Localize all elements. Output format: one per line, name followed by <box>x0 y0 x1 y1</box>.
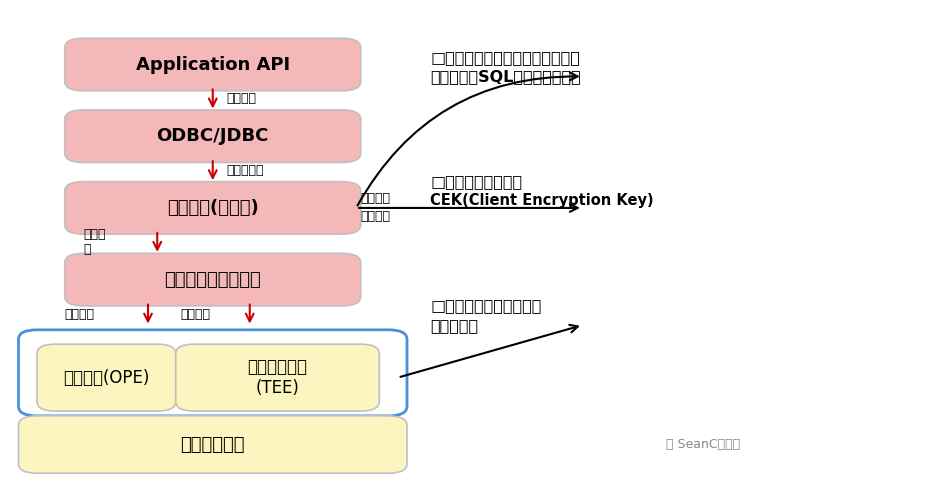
FancyBboxPatch shape <box>65 182 361 234</box>
Text: ODBC/JDBC: ODBC/JDBC <box>156 127 269 145</box>
Text: 可信通道: 可信通道 <box>361 209 390 223</box>
Text: □封装密钥管理，敏感数据加密，: □封装密钥管理，敏感数据加密， <box>430 50 580 65</box>
Text: Application API: Application API <box>136 55 290 74</box>
Text: □利用算子级隔离显著降: □利用算子级隔离显著降 <box>430 298 541 314</box>
FancyBboxPatch shape <box>18 330 407 416</box>
Text: 低安全风险: 低安全风险 <box>430 318 478 334</box>
FancyBboxPatch shape <box>65 253 361 306</box>
Text: 密文数据: 密文数据 <box>65 307 94 321</box>
Text: 加密密钥: 加密密钥 <box>361 192 390 205</box>
FancyBboxPatch shape <box>65 110 361 163</box>
FancyBboxPatch shape <box>18 416 407 473</box>
Text: 可信执行环境
(TEE): 可信执行环境 (TEE) <box>248 358 307 397</box>
Text: □基于可信通道传输: □基于可信通道传输 <box>430 174 523 189</box>
Text: 加密驱动(参与方): 加密驱动(参与方) <box>166 199 259 217</box>
Text: 保序加密(OPE): 保序加密(OPE) <box>63 369 150 387</box>
Text: 分布式数据库: 分布式数据库 <box>180 435 245 454</box>
FancyBboxPatch shape <box>176 344 379 411</box>
Text: 🌿 SeanC的田园: 🌿 SeanC的田园 <box>666 438 740 451</box>
FancyBboxPatch shape <box>37 344 176 411</box>
Text: CEK(Client Encryption Key): CEK(Client Encryption Key) <box>430 193 654 208</box>
Text: 密文数
据: 密文数 据 <box>83 228 105 256</box>
Text: 明文数据: 明文数据 <box>227 92 256 106</box>
Text: 密文数据: 密文数据 <box>180 307 210 321</box>
FancyBboxPatch shape <box>65 38 361 91</box>
Text: 解析和修改SQL语句等复杂操作: 解析和修改SQL语句等复杂操作 <box>430 69 581 84</box>
Text: 数据加解密: 数据加解密 <box>227 164 265 177</box>
Text: 加密内核（协调方）: 加密内核（协调方） <box>165 271 261 289</box>
